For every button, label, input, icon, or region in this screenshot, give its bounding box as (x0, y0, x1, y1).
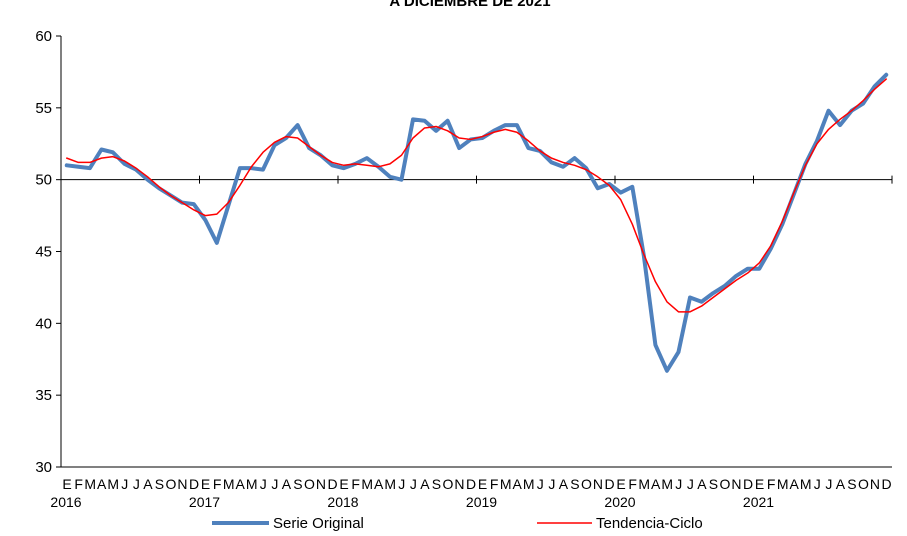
x-tick-label-month: E (339, 476, 348, 492)
x-tick-label-year: 2020 (604, 494, 635, 510)
x-tick-label-month: F (767, 476, 775, 492)
legend: Serie Original Tendencia-Ciclo (212, 515, 703, 532)
series-layer (64, 72, 889, 373)
x-tick-label-month: J (814, 476, 820, 492)
y-tick-label: 50 (35, 172, 52, 189)
x-tick-label-month: E (755, 476, 764, 492)
series-line-tendencia-ciclo (66, 78, 887, 313)
x-tick-label-month: A (790, 476, 800, 492)
y-tick-label: 35 (35, 387, 52, 404)
x-tick-label-month: N (177, 476, 187, 492)
y-tick-label: 40 (35, 315, 52, 332)
x-tick-label-month: F (213, 476, 221, 492)
x-tick-label-month: A (374, 476, 384, 492)
x-tick-label-month: J (537, 476, 543, 492)
x-tick-label-month: S (155, 476, 164, 492)
x-tick-label-month: S (432, 476, 441, 492)
x-tick-label-month: A (513, 476, 523, 492)
legend-label-serie-original: Serie Original (273, 515, 364, 532)
chart-title: A DICIEMBRE DE 2021 (389, 0, 550, 10)
x-tick-label-month: J (121, 476, 127, 492)
x-tick-label-month: M (638, 476, 649, 492)
x-tick-label-month: A (97, 476, 107, 492)
x-tick-label-month: J (687, 476, 693, 492)
x-tick-label-year: 2019 (466, 494, 497, 510)
x-tick-label-year: 2017 (189, 494, 220, 510)
x-tick-label-month: S (709, 476, 718, 492)
x-tick-label-month: N (870, 476, 880, 492)
y-axis: 30 35 40 45 50 55 60 (35, 28, 62, 476)
x-tick-label-month: E (616, 476, 625, 492)
x-tick-label-month: A (236, 476, 246, 492)
x-tick-label-month: E (201, 476, 210, 492)
x-tick-label-month: A (282, 476, 292, 492)
x-tick-label-month: D (743, 476, 753, 492)
x-tick-label-month: J (548, 476, 554, 492)
x-tick-label-month: M (361, 476, 372, 492)
x-tick-label-month: D (189, 476, 199, 492)
x-tick-label-month: O (442, 476, 453, 492)
x-tick-label-month: A (559, 476, 569, 492)
x-tick-label-month: A (697, 476, 707, 492)
x-tick-label-month: J (825, 476, 831, 492)
y-tick-label: 60 (35, 28, 52, 45)
x-tick-label-month: F (490, 476, 498, 492)
x-tick-label-month: J (410, 476, 416, 492)
x-tick-label-month: O (719, 476, 730, 492)
x-tick-label-month: S (847, 476, 856, 492)
x-tick-label-month: E (62, 476, 71, 492)
y-tick-label: 30 (35, 459, 52, 476)
x-tick-label-month: F (74, 476, 82, 492)
x-tick-label-month: N (593, 476, 603, 492)
x-tick-label-month: M (107, 476, 118, 492)
x-tick-label-month: M (84, 476, 95, 492)
x-tick-label-month: O (858, 476, 869, 492)
x-tick-label-year: 2018 (327, 494, 358, 510)
x-tick-label-month: O (581, 476, 592, 492)
x-tick-label-month: A (143, 476, 153, 492)
x-tick-label-month: J (675, 476, 681, 492)
x-tick-label-year: 2016 (50, 494, 81, 510)
x-tick-label-month: S (293, 476, 302, 492)
x-tick-label-month: O (304, 476, 315, 492)
x-tick-label-month: D (604, 476, 614, 492)
x-tick-label-month: M (246, 476, 257, 492)
x-tick-label-month: M (523, 476, 534, 492)
x-tick-label-month: E (478, 476, 487, 492)
x-tick-label-month: J (398, 476, 404, 492)
y-tick-label: 45 (35, 244, 52, 261)
x-tick-label-month: D (327, 476, 337, 492)
x-tick-label-month: M (223, 476, 234, 492)
x-tick-label-month: O (165, 476, 176, 492)
x-tick-label-month: A (651, 476, 661, 492)
x-tick-label-month: F (628, 476, 636, 492)
x-tick-label-year: 2021 (743, 494, 774, 510)
x-tick-label-month: S (570, 476, 579, 492)
x-tick-label-month: M (384, 476, 395, 492)
x-tick-label-month: D (881, 476, 891, 492)
x-tick-label-month: N (316, 476, 326, 492)
legend-label-tendencia-ciclo: Tendencia-Ciclo (596, 515, 703, 532)
x-tick-label-month: J (260, 476, 266, 492)
x-tick-label-month: A (836, 476, 846, 492)
x-tick-label-month: M (777, 476, 788, 492)
x-tick-label-month: A (420, 476, 430, 492)
x-tick-label-month: J (133, 476, 139, 492)
x-tick-label-month: N (454, 476, 464, 492)
x-tick-label-month: J (271, 476, 277, 492)
x-tick-label-month: M (800, 476, 811, 492)
y-tick-label: 55 (35, 100, 52, 117)
x-tick-label-month: M (500, 476, 511, 492)
x-tick-label-month: M (661, 476, 672, 492)
x-tick-label-month: D (466, 476, 476, 492)
x-tick-label-month: F (351, 476, 359, 492)
x-tick-label-month: N (731, 476, 741, 492)
